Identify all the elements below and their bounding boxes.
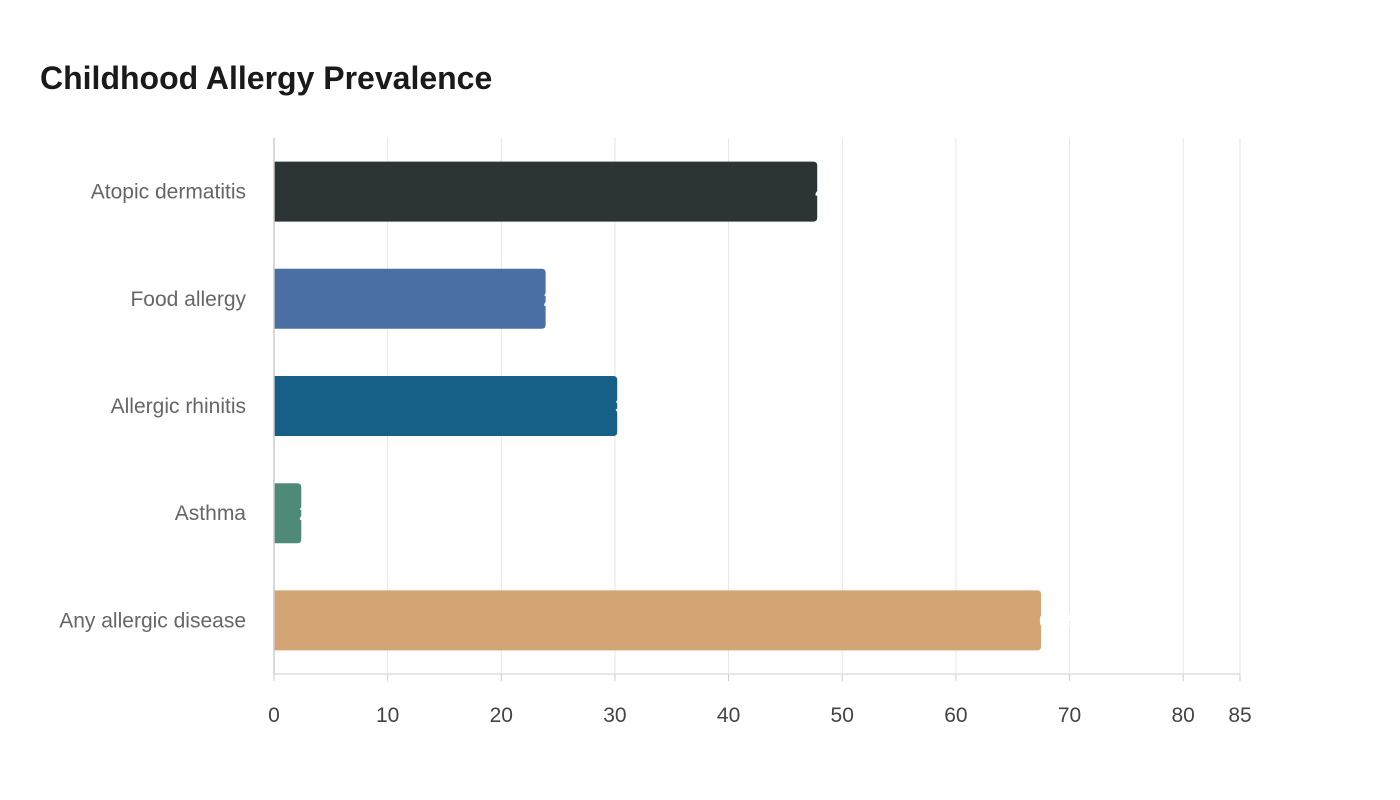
category-label: Asthma (175, 502, 247, 525)
bar-asthma[interactable] (274, 483, 302, 544)
data-label: 23.9 (544, 289, 583, 311)
bar-allergic-rhinitis[interactable] (274, 376, 618, 436)
x-tick-label: 30 (603, 704, 626, 727)
category-label: Atopic dermatitis (91, 181, 246, 204)
data-label: 2.4 (299, 503, 328, 525)
category-label: Food allergy (130, 288, 246, 311)
bars (274, 161, 1042, 651)
x-tick-label: 20 (490, 704, 513, 727)
bar-atopic-dermatitis[interactable] (274, 161, 818, 222)
axes (273, 138, 1241, 681)
bar-food-allergy[interactable] (274, 268, 546, 329)
category-label: Any allergic disease (59, 609, 246, 632)
data-label: 67.5 (1039, 610, 1078, 632)
x-tick-label: 0 (268, 704, 280, 727)
x-tick-label: 60 (944, 704, 967, 727)
chart-title: Childhood Allergy Prevalence (40, 60, 493, 96)
category-label: Allergic rhinitis (111, 395, 246, 418)
x-tick-label: 70 (1058, 704, 1081, 727)
x-tick-label: 80 (1171, 704, 1194, 727)
data-label: 47.8 (815, 182, 854, 204)
data-label: 30.2 (615, 396, 654, 418)
x-tick-label: 40 (717, 704, 740, 727)
x-tick-label: 85 (1228, 704, 1251, 727)
labels: 0 10 20 30 40 50 60 70 80 85 Atopic dermatitis 47.8… (59, 181, 1251, 727)
x-tick-label: 50 (831, 704, 854, 727)
x-tick-label: 10 (376, 704, 399, 727)
bar-any-allergic-disease[interactable] (274, 590, 1042, 651)
